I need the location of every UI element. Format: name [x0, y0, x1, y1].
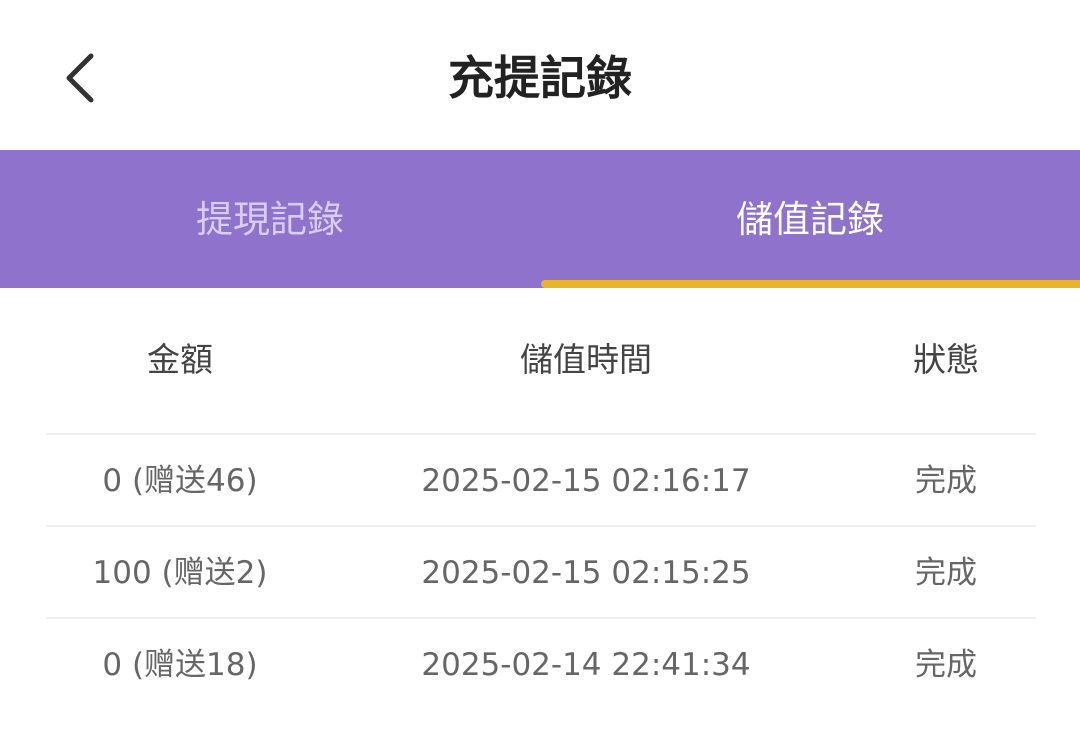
tab-bar: 提現記錄 儲值記錄 [0, 150, 1080, 288]
amount-cell: 100 (赠送2) [92, 555, 268, 591]
column-header-status: 狀態 [913, 340, 979, 379]
status-cell: 完成 [915, 647, 977, 683]
table-header: 金額 儲值時間 狀態 [0, 325, 1080, 395]
tab-label: 提現記錄 [196, 198, 344, 241]
column-header-amount: 金額 [147, 340, 213, 379]
table-row: 0 (赠送18) 2025-02-14 22:41:34 完成 [46, 617, 1036, 711]
tab-deposit-records[interactable]: 儲值記錄 [540, 150, 1080, 288]
page-title: 充提記錄 [448, 51, 632, 105]
time-cell: 2025-02-14 22:41:34 [421, 647, 751, 683]
status-cell: 完成 [915, 555, 977, 591]
column-header-time: 儲值時間 [520, 340, 652, 379]
active-tab-indicator [541, 280, 1080, 288]
amount-cell: 0 (赠送18) [102, 647, 258, 683]
amount-cell: 0 (赠送46) [102, 463, 258, 499]
tab-label: 儲值記錄 [736, 198, 884, 241]
tab-withdrawal-records[interactable]: 提現記錄 [0, 150, 540, 288]
time-cell: 2025-02-15 02:15:25 [421, 555, 751, 591]
time-cell: 2025-02-15 02:16:17 [421, 463, 751, 499]
table-row: 100 (赠送2) 2025-02-15 02:15:25 完成 [46, 525, 1036, 619]
chevron-left-icon [66, 53, 94, 103]
back-button[interactable] [55, 48, 115, 108]
status-cell: 完成 [915, 463, 977, 499]
table-row: 0 (赠送46) 2025-02-15 02:16:17 完成 [46, 433, 1036, 527]
app-header: 充提記錄 [0, 0, 1080, 150]
